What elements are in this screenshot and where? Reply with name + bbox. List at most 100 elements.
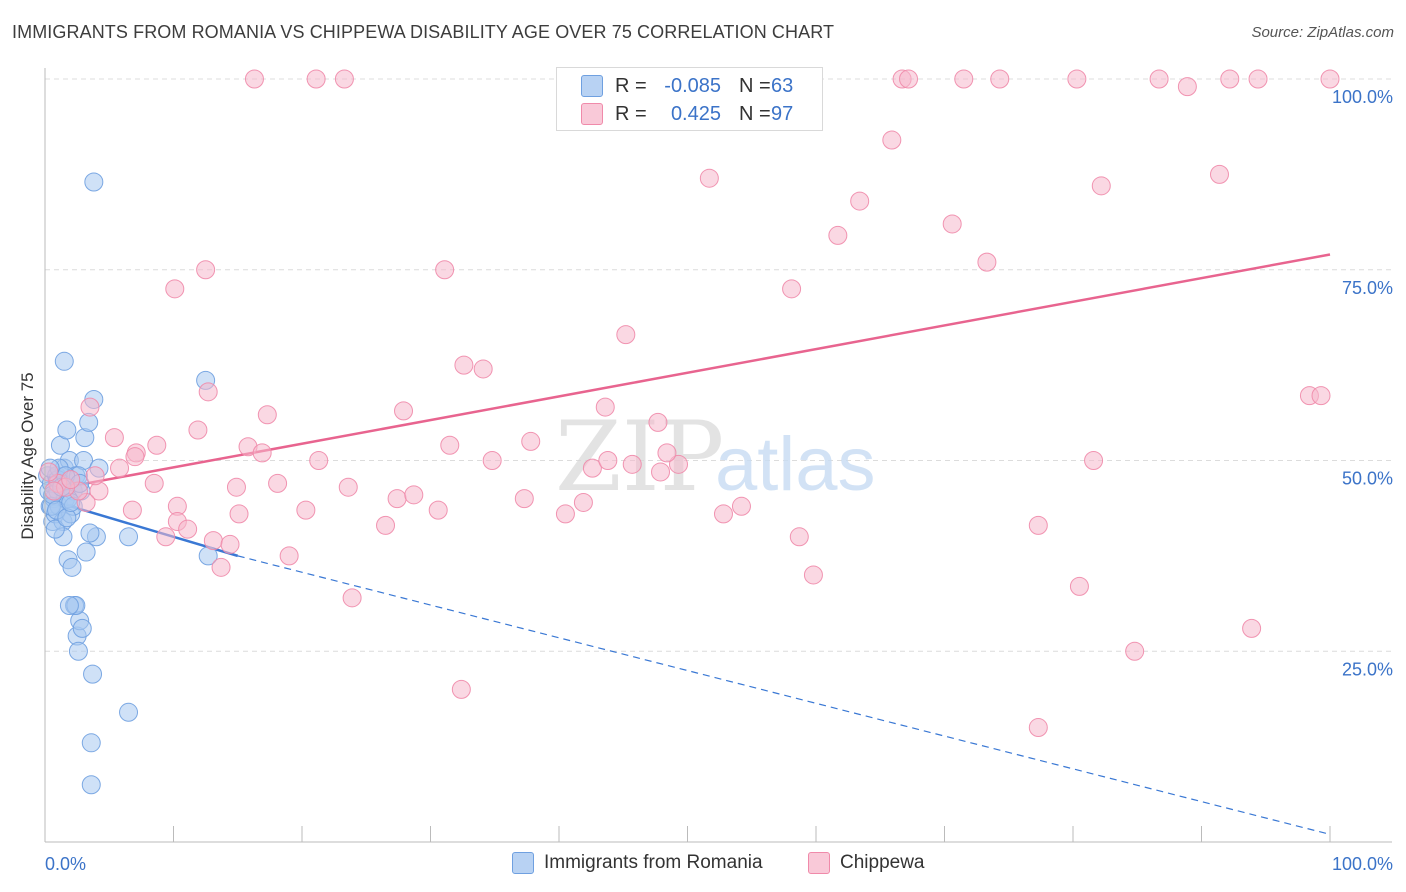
data-point (80, 397, 100, 417)
data-point (122, 500, 142, 520)
data-point (451, 679, 471, 699)
data-point (119, 527, 139, 547)
r-label: R = (615, 102, 647, 125)
series-legend: Immigrants from Romania Chippewa (0, 852, 1406, 878)
chippewa-swatch (581, 103, 603, 125)
data-point (435, 260, 455, 280)
data-point (39, 462, 59, 482)
data-point (57, 420, 77, 440)
r-value: 0.425 (670, 102, 721, 125)
x-tick-label: 100.0% (1332, 854, 1393, 874)
data-point (252, 443, 272, 463)
data-point (144, 473, 164, 493)
data-point (309, 451, 329, 470)
data-point (61, 470, 81, 490)
data-point (850, 191, 870, 211)
legend-label-romania: Immigrants from Romania (544, 852, 763, 873)
data-point (59, 595, 79, 615)
data-point (81, 733, 101, 753)
data-point (306, 69, 326, 89)
data-point (954, 69, 974, 89)
n-value: 97 (771, 102, 794, 125)
y-tick-label: 25.0% (1342, 659, 1393, 679)
data-point (387, 489, 407, 509)
data-point (514, 489, 534, 509)
data-point (404, 485, 424, 505)
data-point (1069, 576, 1089, 596)
data-point (376, 515, 396, 535)
r-label: R = (615, 74, 647, 97)
romania-legend-swatch (512, 852, 534, 874)
data-point (582, 458, 602, 478)
n-value: 63 (771, 74, 794, 97)
data-point (125, 447, 145, 467)
y-axis-label: Disability Age Over 75 (18, 372, 37, 540)
axes: 100.0% 75.0% 50.0% 25.0% 0.0% 100.0% (44, 68, 1393, 874)
data-point (595, 397, 615, 417)
data-point (573, 492, 593, 512)
data-point (54, 351, 74, 371)
data-point (657, 443, 677, 463)
data-point (473, 359, 493, 379)
r-value: -0.085 (664, 74, 721, 97)
romania-trend-dashed (237, 555, 1331, 835)
data-point (334, 69, 354, 89)
data-point (198, 382, 218, 402)
data-point (977, 252, 997, 272)
data-point (828, 225, 848, 245)
data-point (1028, 718, 1048, 738)
data-point (62, 557, 82, 577)
data-point (188, 420, 208, 440)
data-point (81, 775, 101, 795)
data-point (1125, 641, 1145, 661)
grid-layer (45, 78, 1392, 652)
data-point (616, 325, 636, 345)
chippewa-legend-swatch (808, 852, 830, 874)
watermark-atlas: atlas (715, 422, 876, 507)
data-point (1177, 77, 1197, 97)
data-point (178, 519, 198, 539)
data-point (428, 500, 448, 520)
data-point (1067, 69, 1087, 89)
data-point (1084, 451, 1104, 470)
data-point (165, 279, 185, 299)
y-tick-label: 50.0% (1342, 469, 1393, 489)
data-point (229, 504, 249, 524)
data-point (651, 462, 671, 482)
n-label: N = (739, 102, 771, 125)
data-point (85, 466, 105, 486)
data-point (990, 69, 1010, 89)
data-point (782, 279, 802, 299)
data-point (1311, 386, 1331, 406)
data-point (156, 527, 176, 547)
data-point (104, 428, 124, 448)
data-point (72, 618, 92, 638)
legend-item-chippewa[interactable]: Chippewa (808, 852, 925, 874)
data-point (257, 405, 277, 425)
data-point (1248, 69, 1268, 89)
data-point (44, 481, 64, 501)
data-points (38, 69, 1340, 795)
data-point (1242, 618, 1262, 638)
chart-title: IMMIGRANTS FROM ROMANIA VS CHIPPEWA DISA… (12, 22, 835, 42)
source-label: Source: ZipAtlas.com (1251, 24, 1394, 41)
data-point (803, 565, 823, 585)
data-point (555, 504, 575, 524)
data-point (110, 458, 130, 478)
data-point (1028, 515, 1048, 535)
romania-swatch (581, 75, 603, 97)
data-point (279, 546, 299, 566)
y-tick-label: 75.0% (1342, 278, 1393, 298)
data-point (83, 664, 103, 684)
data-point (268, 473, 288, 493)
data-point (80, 523, 100, 543)
data-point (669, 454, 689, 474)
data-point (713, 504, 733, 524)
n-label: N = (739, 74, 771, 97)
data-point (440, 435, 460, 455)
x-tick-label: 0.0% (45, 854, 86, 874)
legend-label-chippewa: Chippewa (840, 852, 925, 873)
legend-item-romania[interactable]: Immigrants from Romania (512, 852, 763, 874)
data-point (622, 454, 642, 474)
